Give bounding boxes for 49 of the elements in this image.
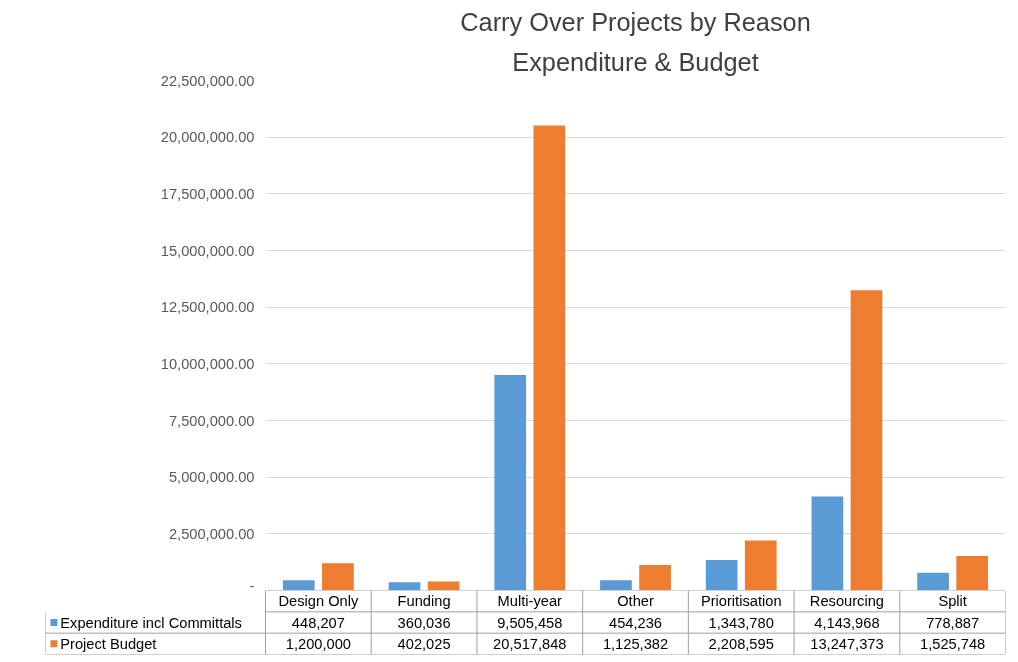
data-label: 1,200,000 (285, 635, 351, 652)
x-tick-label: Funding (397, 593, 451, 610)
chart-title: Carry Over Projects by Reason (460, 7, 811, 36)
chart-subtitle: Expenditure & Budget (512, 47, 759, 76)
data-label: 448,207 (291, 614, 345, 631)
y-tick-label: 5,000,000.00 (168, 469, 255, 486)
y-tick-label: 7,500,000.00 (168, 412, 255, 429)
bar (388, 582, 421, 590)
data-label: 9,505,458 (497, 614, 563, 631)
data-label: 13,247,373 (810, 635, 884, 652)
bar (956, 555, 989, 590)
bar (850, 290, 883, 590)
y-tick-label: 22,500,000.00 (160, 72, 255, 89)
legend-label: Project Budget (60, 635, 157, 652)
bar (744, 540, 777, 590)
legend-label: Expenditure incl Committals (60, 614, 242, 631)
data-label: 1,525,748 (920, 635, 986, 652)
y-tick-label: - (249, 577, 255, 594)
bar (811, 496, 844, 590)
y-tick-label: 12,500,000.00 (160, 299, 255, 316)
bar (600, 580, 632, 590)
x-tick-label: Multi-year (497, 593, 563, 610)
data-label: 778,887 (926, 614, 980, 631)
data-label: 4,143,968 (814, 614, 880, 631)
y-tick-label: 17,500,000.00 (160, 185, 255, 202)
bar (322, 563, 354, 590)
data-label: 20,517,848 (493, 635, 567, 652)
x-tick-label: Split (938, 593, 967, 610)
bar (282, 580, 315, 590)
x-tick-label: Design Only (278, 593, 359, 610)
x-tick-label: Other (617, 593, 654, 610)
y-tick-label: 20,000,000.00 (160, 129, 255, 146)
data-label: 454,236 (609, 614, 662, 631)
y-tick-label: 2,500,000.00 (168, 525, 255, 542)
y-tick-label: 10,000,000.00 (160, 355, 255, 372)
data-label: 1,125,382 (602, 635, 669, 652)
data-label: 402,025 (397, 635, 451, 652)
x-tick-label: Prioritisation (700, 593, 782, 610)
y-tick-label: 15,000,000.00 (160, 242, 255, 259)
bar (917, 572, 949, 590)
bar (427, 581, 460, 590)
x-tick-label: Resourcing (809, 593, 884, 610)
data-label: 1,343,780 (708, 614, 774, 631)
bar (705, 560, 738, 590)
data-label: 360,036 (397, 614, 451, 631)
data-label: 2,208,595 (708, 635, 774, 652)
bar (639, 564, 671, 590)
bar (494, 375, 527, 590)
bar (533, 125, 566, 590)
